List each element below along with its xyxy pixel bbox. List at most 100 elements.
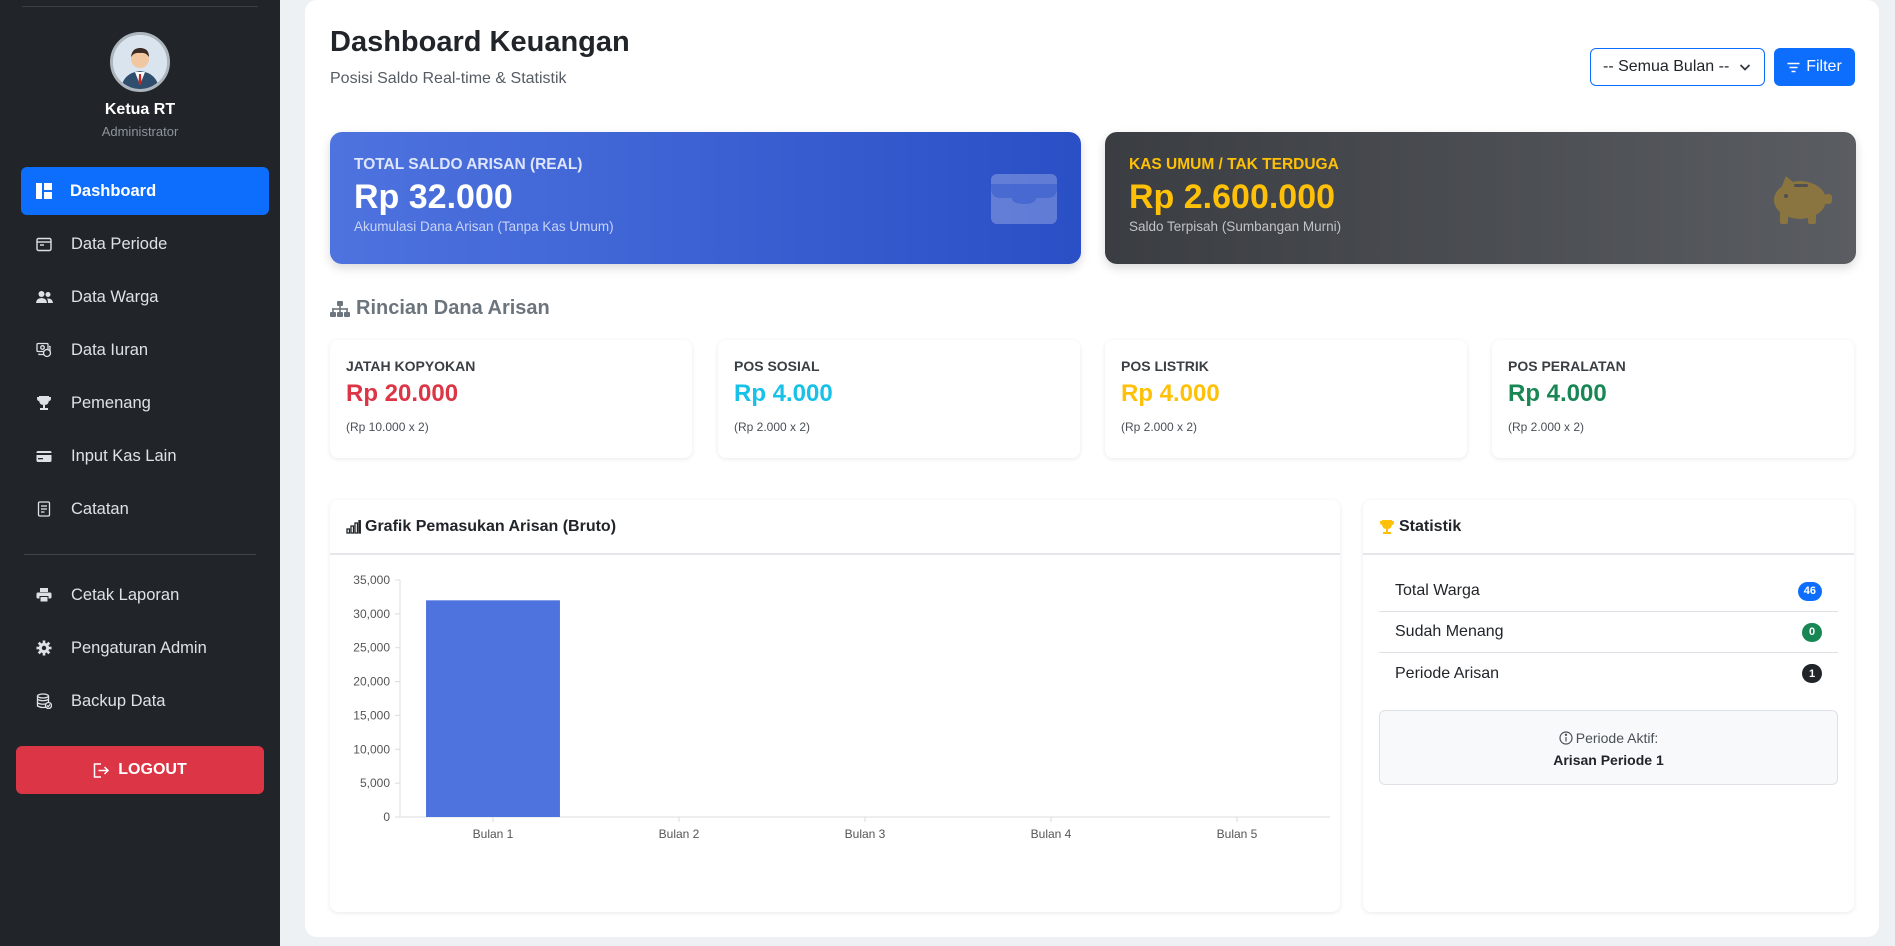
filter-label: Filter (1806, 58, 1842, 75)
stat-badge: 1 (1802, 664, 1822, 683)
main-content: Dashboard Keuangan Posisi Saldo Real-tim… (305, 0, 1879, 937)
wallet-icon (991, 174, 1057, 229)
sidebar-item-data-iuran[interactable]: Data Iuran (21, 326, 269, 374)
fund-card-listrik: POS LISTRIK Rp 4.000 (Rp 2.000 x 2) (1105, 340, 1467, 458)
piggy-bank-icon (1768, 174, 1832, 231)
fund-card-sosial: POS SOSIAL Rp 4.000 (Rp 2.000 x 2) (718, 340, 1080, 458)
trophy-icon (35, 394, 53, 412)
sidebar-item-data-periode[interactable]: Data Periode (21, 220, 269, 268)
sidebar-divider (24, 554, 256, 555)
sidebar-item-pemenang[interactable]: Pemenang (21, 379, 269, 427)
stats-panel: Statistik Total Warga 46 Sudah Menang 0 … (1363, 500, 1854, 912)
sidebar-divider (22, 6, 258, 7)
hero-card-value: Rp 32.000 (354, 178, 513, 216)
y-tick-label: 30,000 (353, 607, 390, 621)
stat-row-periode-arisan: Periode Arisan 1 (1379, 653, 1838, 694)
active-period-label: Periode Aktif: (1575, 730, 1659, 746)
wallet-icon (35, 447, 53, 465)
y-tick-label: 10,000 (353, 742, 390, 756)
active-period-box: Periode Aktif: Arisan Periode 1 (1379, 710, 1838, 785)
chevron-down-icon (1738, 60, 1752, 79)
notes-icon (35, 500, 53, 518)
fund-card-kopyokan: JATAH KOPYOKAN Rp 20.000 (Rp 10.000 x 2) (330, 340, 692, 458)
sidebar-item-label: Data Periode (71, 234, 168, 253)
sidebar-item-label: Input Kas Lain (71, 446, 177, 465)
sitemap-icon (330, 300, 350, 317)
month-select[interactable]: -- Semua Bulan -- (1590, 48, 1765, 86)
stat-row-sudah-menang: Sudah Menang 0 (1379, 612, 1838, 653)
hero-card-label: KAS UMUM / TAK TERDUGA (1129, 156, 1339, 173)
kas-umum-card: KAS UMUM / TAK TERDUGA Rp 2.600.000 Sald… (1105, 132, 1856, 264)
sidebar-item-catatan[interactable]: Catatan (21, 485, 269, 533)
fund-value: Rp 4.000 (734, 380, 833, 407)
breakdown-title: Rincian Dana Arisan (330, 297, 550, 320)
user-name: Ketua RT (104, 101, 176, 118)
fund-value: Rp 4.000 (1508, 380, 1607, 407)
stat-badge: 0 (1802, 622, 1822, 642)
sidebar-item-label: Cetak Laporan (71, 585, 180, 604)
sidebar-item-label: Dashboard (70, 181, 157, 200)
calendar-icon (35, 235, 53, 253)
fund-note: (Rp 2.000 x 2) (734, 420, 811, 434)
hero-card-label: TOTAL SALDO ARISAN (REAL) (354, 156, 583, 173)
sidebar-item-label: Pengaturan Admin (71, 638, 207, 657)
chart-panel-title: Grafik Pemasukan Arisan (Bruto) (365, 517, 617, 535)
y-tick-label: 15,000 (353, 708, 390, 722)
chart-panel: Grafik Pemasukan Arisan (Bruto) 0 5,000 10… (330, 500, 1340, 912)
y-tick-label: 20,000 (353, 675, 390, 689)
x-tick-label: Bulan 3 (845, 827, 886, 841)
trophy-icon (1379, 519, 1395, 535)
stat-row-total-warga: Total Warga 46 (1379, 571, 1838, 612)
stat-badge: 46 (1797, 581, 1822, 601)
filter-icon (1787, 62, 1800, 73)
sidebar-item-input-kas-lain[interactable]: Input Kas Lain (21, 432, 269, 480)
page-title: Dashboard Keuangan (330, 26, 630, 58)
filter-button[interactable]: Filter (1774, 48, 1855, 86)
bar-chart-icon (346, 519, 361, 534)
sidebar-item-backup-data[interactable]: Backup Data (21, 677, 269, 725)
sidebar-item-label: Pemenang (71, 393, 151, 412)
people-icon (35, 288, 53, 306)
x-tick-label: Bulan 4 (1031, 827, 1072, 841)
sidebar-item-data-warga[interactable]: Data Warga (21, 273, 269, 321)
stat-label: Total Warga (1395, 582, 1480, 599)
dashboard-icon (35, 182, 53, 200)
stat-label: Periode Arisan (1395, 664, 1500, 682)
stat-label: Sudah Menang (1395, 623, 1504, 640)
user-role: Administrator (101, 124, 179, 139)
chart-panel-header: Grafik Pemasukan Arisan (Bruto) (330, 500, 1340, 555)
sidebar: Ketua RT Administrator Dashboard Data Pe… (0, 0, 280, 946)
page-subtitle: Posisi Saldo Real-time & Statistik (330, 70, 567, 87)
sidebar-item-pengaturan-admin[interactable]: Pengaturan Admin (21, 624, 269, 672)
logout-label: LOGOUT (118, 761, 187, 778)
y-tick-label: 0 (383, 810, 390, 824)
x-tick-label: Bulan 5 (1217, 827, 1258, 841)
total-saldo-card: TOTAL SALDO ARISAN (REAL) Rp 32.000 Akum… (330, 132, 1081, 264)
database-icon (35, 692, 53, 710)
breakdown-title-label: Rincian Dana Arisan (356, 297, 550, 319)
hero-card-note: Akumulasi Dana Arisan (Tanpa Kas Umum) (354, 219, 614, 234)
hero-card-value: Rp 2.600.000 (1129, 178, 1336, 216)
bar (426, 600, 560, 817)
cash-stack-icon (35, 341, 53, 359)
active-period-value: Arisan Periode 1 (1553, 752, 1664, 768)
sidebar-item-label: Backup Data (71, 691, 166, 710)
fund-note: (Rp 2.000 x 2) (1508, 420, 1585, 434)
fund-label: POS SOSIAL (734, 358, 820, 374)
sidebar-item-label: Catatan (71, 499, 129, 518)
y-tick-label: 25,000 (353, 641, 390, 655)
logout-button[interactable]: LOGOUT (16, 746, 264, 794)
info-icon (1559, 731, 1573, 745)
fund-label: JATAH KOPYOKAN (346, 358, 476, 374)
month-select-value: -- Semua Bulan -- (1603, 58, 1730, 75)
hero-card-note: Saldo Terpisah (Sumbangan Murni) (1129, 219, 1342, 234)
printer-icon (35, 586, 53, 604)
fund-note: (Rp 10.000 x 2) (346, 420, 429, 434)
y-tick-label: 35,000 (353, 573, 390, 587)
fund-value: Rp 4.000 (1121, 380, 1220, 407)
sidebar-item-dashboard[interactable]: Dashboard (21, 167, 269, 215)
sidebar-item-cetak-laporan[interactable]: Cetak Laporan (21, 571, 269, 619)
fund-value: Rp 20.000 (346, 380, 459, 407)
stats-panel-header: Statistik (1363, 500, 1854, 555)
fund-note: (Rp 2.000 x 2) (1121, 420, 1198, 434)
